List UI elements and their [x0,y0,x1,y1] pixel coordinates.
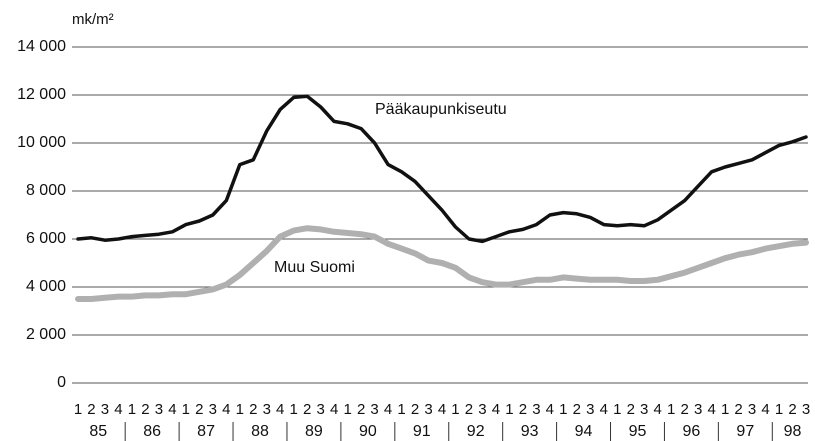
x-tick-label: 2 [788,401,796,418]
x-tick-label: 3 [640,401,648,418]
x-tick-label: 3 [478,401,486,418]
year-label: 94 [575,423,593,440]
x-tick-label: 1 [397,401,405,418]
year-label: 87 [197,423,215,440]
x-tick-label: 3 [532,401,540,418]
y-tick-label: 4 000 [26,278,66,295]
x-tick-label: 3 [370,401,378,418]
x-tick-label: 4 [438,401,446,418]
x-tick-label: 3 [155,401,163,418]
year-label: 88 [251,423,269,440]
x-tick-label: 3 [802,401,810,418]
x-tick-label: 2 [519,401,527,418]
x-tick-label: 4 [222,401,230,418]
x-tick-label: 3 [586,401,594,418]
x-tick-label: 2 [303,401,311,418]
y-tick-label: 8 000 [26,182,66,199]
x-tick-label: 4 [546,401,554,418]
x-tick-label: 1 [721,401,729,418]
year-label: 85 [89,423,107,440]
year-label: 92 [467,423,485,440]
x-tick-label: 4 [330,401,338,418]
x-tick-label: 4 [707,401,715,418]
series-line [75,225,809,302]
x-tick-label: 1 [182,401,190,418]
year-label: 98 [784,423,802,440]
x-tick-label: 2 [734,401,742,418]
x-tick-label: 2 [141,401,149,418]
year-label: 93 [521,423,539,440]
x-tick-label: 4 [276,401,284,418]
x-tick-label: 4 [384,401,392,418]
year-label: 86 [143,423,161,440]
x-tick-label: 2 [357,401,365,418]
x-tick-label: 2 [573,401,581,418]
x-tick-label: 3 [316,401,324,418]
year-label: 91 [413,423,431,440]
x-tick-label: 3 [209,401,217,418]
year-label: 96 [683,423,701,440]
x-tick-label: 2 [249,401,257,418]
x-tick-label: 3 [424,401,432,418]
y-tick-label: 0 [57,374,66,391]
x-tick-label: 1 [343,401,351,418]
x-tick-label: 4 [168,401,176,418]
x-tick-label: 1 [559,401,567,418]
year-label: 97 [736,423,754,440]
year-label: 89 [305,423,323,440]
x-tick-label: 2 [87,401,95,418]
x-tick-label: 4 [761,401,769,418]
x-tick-label: 1 [128,401,136,418]
x-tick-label: 1 [290,401,298,418]
x-tick-label: 3 [101,401,109,418]
x-tick-label: 1 [236,401,244,418]
series-label: Pääkaupunkiseutu [375,101,507,118]
x-tick-label: 2 [465,401,473,418]
y-tick-label: 2 000 [26,326,66,343]
x-tick-label: 2 [411,401,419,418]
y-tick-label: 12 000 [17,86,66,103]
x-tick-label: 3 [263,401,271,418]
series-label: Muu Suomi [274,259,355,276]
x-tick-label: 1 [667,401,675,418]
x-tick-label: 2 [627,401,635,418]
x-tick-label: 4 [114,401,122,418]
y-axis-label: mk/m² [72,11,114,28]
x-tick-label: 4 [600,401,608,418]
x-tick-label: 3 [748,401,756,418]
y-tick-label: 10 000 [17,134,66,151]
x-tick-label: 1 [505,401,513,418]
x-tick-label: 1 [451,401,459,418]
year-label: 90 [359,423,377,440]
x-tick-label: 2 [680,401,688,418]
x-tick-label: 4 [654,401,662,418]
y-tick-label: 6 000 [26,230,66,247]
x-tick-label: 3 [694,401,702,418]
x-tick-label: 4 [492,401,500,418]
x-tick-label: 2 [195,401,203,418]
year-label: 95 [629,423,647,440]
y-tick-label: 14 000 [17,38,66,55]
x-tick-label: 1 [74,401,82,418]
x-tick-label: 1 [613,401,621,418]
x-tick-label: 1 [775,401,783,418]
series-line [76,94,808,244]
